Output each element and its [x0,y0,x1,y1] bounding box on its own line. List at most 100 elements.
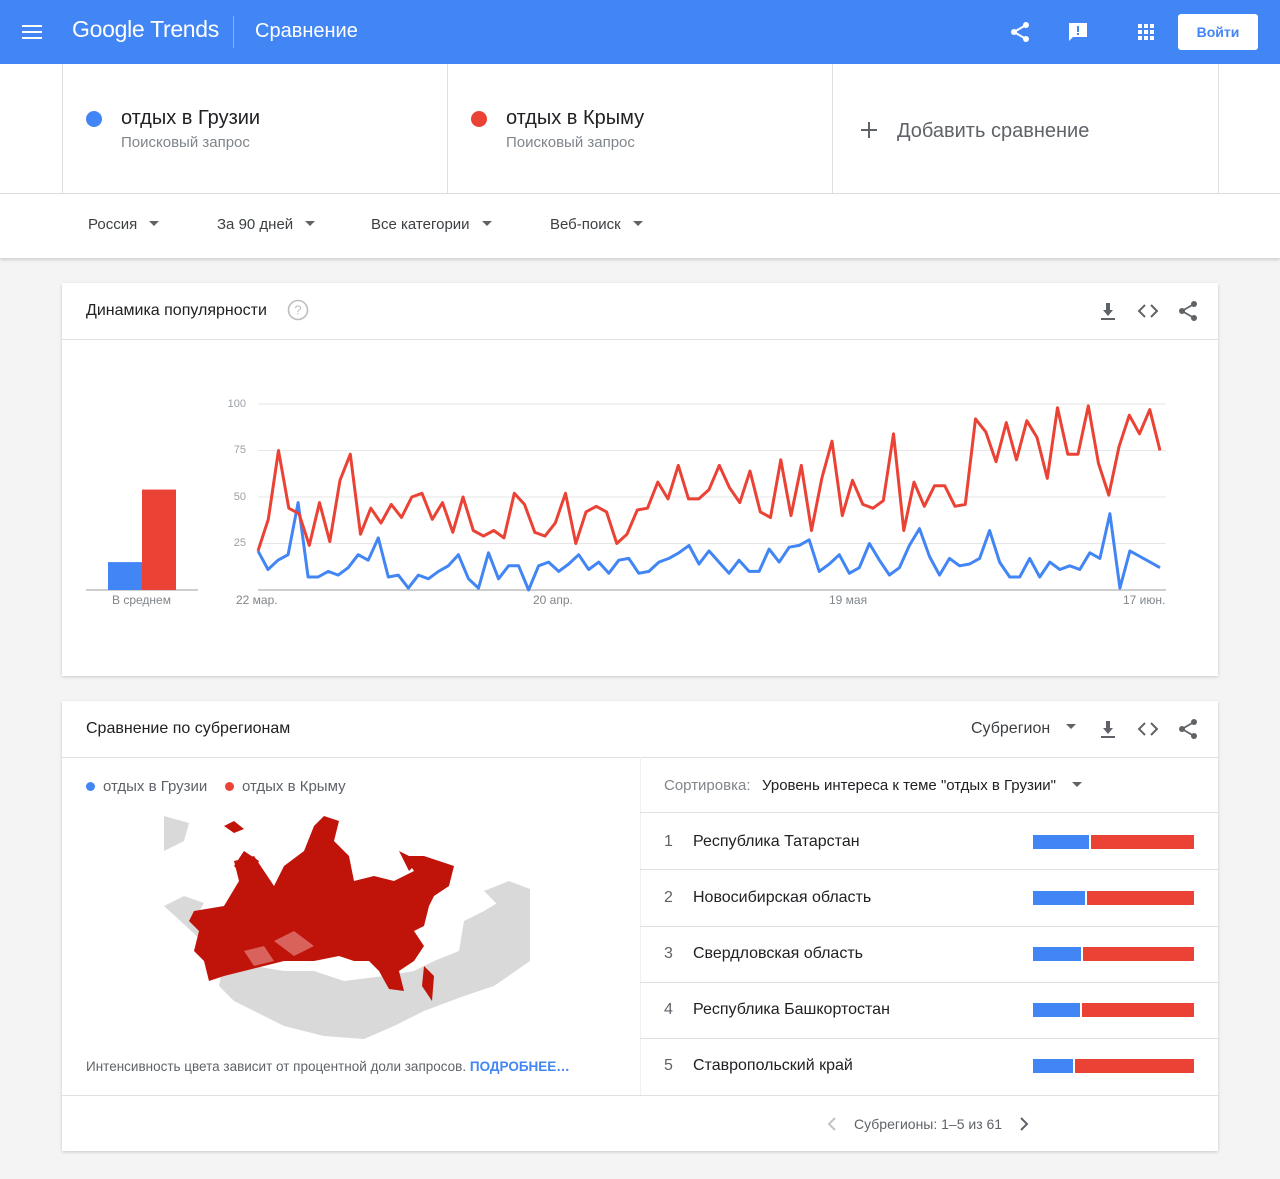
x-tick-label: 22 мар. [236,593,278,607]
legend-label: отдых в Крыму [242,778,346,795]
share-bar-georgia [1033,947,1082,961]
menu-icon[interactable] [22,22,44,42]
x-tick-label: 20 апр. [533,593,573,607]
share-bar [1033,947,1194,961]
header-divider [233,16,234,48]
chevron-down-icon [481,220,492,226]
term-color-dot [86,111,102,127]
rank-number: 3 [664,945,673,962]
category-filter[interactable]: Все категории [371,216,492,233]
sort-value: Уровень интереса к теме "отдых в Грузии" [762,777,1056,794]
share-bar-crimea [1075,1059,1194,1073]
plus-icon [861,122,877,138]
embed-icon[interactable] [1137,718,1159,740]
download-icon[interactable] [1097,718,1119,740]
pagination-label: Субрегионы: 1–5 из 61 [854,1116,1003,1132]
term-type: Поисковый запрос [121,134,250,151]
chevron-down-icon [632,220,643,226]
x-tick-label: 17 июн. [1123,593,1166,607]
region-name: Ставропольский край [693,1057,853,1074]
row-divider [640,982,1218,983]
legend-dot [86,782,95,791]
period-filter-label: За 90 дней [217,216,294,233]
y-tick-label: 50 [233,491,246,503]
embed-icon[interactable] [1137,300,1159,322]
series-line[interactable] [256,404,1162,552]
average-label: В среднем [112,593,171,607]
chevron-left-icon[interactable] [825,1116,839,1132]
share-bar [1033,835,1194,849]
term-name: отдых в Грузии [121,107,261,129]
sort-dropdown[interactable]: Уровень интереса к теме "отдых в Грузии" [762,777,1082,794]
chevron-right-icon[interactable] [1017,1116,1031,1132]
google-trends-logo[interactable]: Google Trends [72,16,219,43]
top-app-bar: Google Trends Сравнение Войти [0,0,1280,64]
download-icon[interactable] [1097,300,1119,322]
region-name: Республика Башкортостан [693,1001,890,1018]
svg-text:?: ? [294,303,301,318]
card-divider [62,339,1218,340]
map-note-text: Интенсивность цвета зависит от процентно… [86,1059,467,1074]
interest-over-time-card: Динамика популярности ? 100 75 50 25 22 … [62,283,1218,676]
share-bar [1033,1059,1194,1073]
scope-label: Субрегион [971,720,1051,737]
subregion-scope-dropdown[interactable]: Субрегион [971,720,1077,738]
card-divider [62,1095,1218,1096]
category-filter-label: Все категории [371,216,470,233]
legend-dot [225,782,234,791]
filter-bar: Россия За 90 дней Все категории Веб-поис… [0,194,1280,258]
share-bar-crimea [1086,891,1194,905]
add-comparison-label: Добавить сравнение [897,120,1090,142]
share-bar-georgia [1033,835,1090,849]
region-filter-label: Россия [88,216,138,233]
logo-trends: Trends [150,16,219,42]
region-filter[interactable]: Россия [88,216,160,233]
y-tick-label: 75 [233,444,246,456]
login-button[interactable]: Войти [1178,14,1258,50]
chevron-down-icon [1071,781,1082,787]
russia-region-map[interactable] [164,811,530,1041]
page-title: Сравнение [255,20,358,42]
term-color-dot [471,111,487,127]
share-bar [1033,891,1194,905]
region-name: Республика Татарстан [693,833,860,850]
period-filter[interactable]: За 90 дней [217,216,316,233]
help-icon[interactable]: ? [287,299,309,321]
rank-number: 4 [664,1001,673,1018]
subregion-card: Сравнение по субрегионам Субрегион отдых… [62,701,1218,1151]
region-name: Новосибирская область [693,889,872,906]
rank-number: 2 [664,889,673,906]
list-item[interactable]: 4 Республика Башкортостан [640,983,1218,1039]
list-item[interactable]: 5 Ставропольский край [640,1039,1218,1095]
average-bar[interactable] [142,489,176,590]
feedback-icon[interactable] [1066,20,1090,44]
share-bar-crimea [1081,1003,1194,1017]
comparison-terms: отдых в Грузии Поисковый запрос отдых в … [0,64,1280,194]
list-item[interactable]: 3 Свердловская область [640,927,1218,983]
chevron-down-icon [149,220,160,226]
term-card-crimea[interactable]: отдых в Крыму Поисковый запрос [447,64,832,193]
map-note: Интенсивность цвета зависит от процентно… [86,1059,570,1074]
apps-icon[interactable] [1134,20,1158,44]
share-icon[interactable] [1177,718,1199,740]
list-item[interactable]: 1 Республика Татарстан [640,813,1218,869]
share-icon[interactable] [1008,20,1032,44]
learn-more-link[interactable]: ПОДРОБНЕЕ… [469,1059,570,1074]
list-item[interactable]: 2 Новосибирская область [640,870,1218,926]
share-bar-crimea [1091,835,1194,849]
search-type-filter[interactable]: Веб-поиск [550,216,643,233]
card-title: Сравнение по субрегионам [86,720,291,737]
term-name: отдых в Крыму [506,107,645,129]
average-bar[interactable] [108,562,142,590]
add-comparison-button[interactable]: Добавить сравнение [832,64,1219,193]
series-line[interactable] [256,501,1161,592]
share-icon[interactable] [1177,300,1199,322]
row-divider [640,812,1218,813]
rank-number: 5 [664,1057,673,1074]
share-bar-georgia [1033,1003,1080,1017]
share-bar [1033,1003,1194,1017]
term-type: Поисковый запрос [506,134,635,151]
interest-chart[interactable] [62,340,1218,676]
term-card-georgia[interactable]: отдых в Грузии Поисковый запрос [62,64,447,193]
chevron-down-icon [1066,724,1077,730]
